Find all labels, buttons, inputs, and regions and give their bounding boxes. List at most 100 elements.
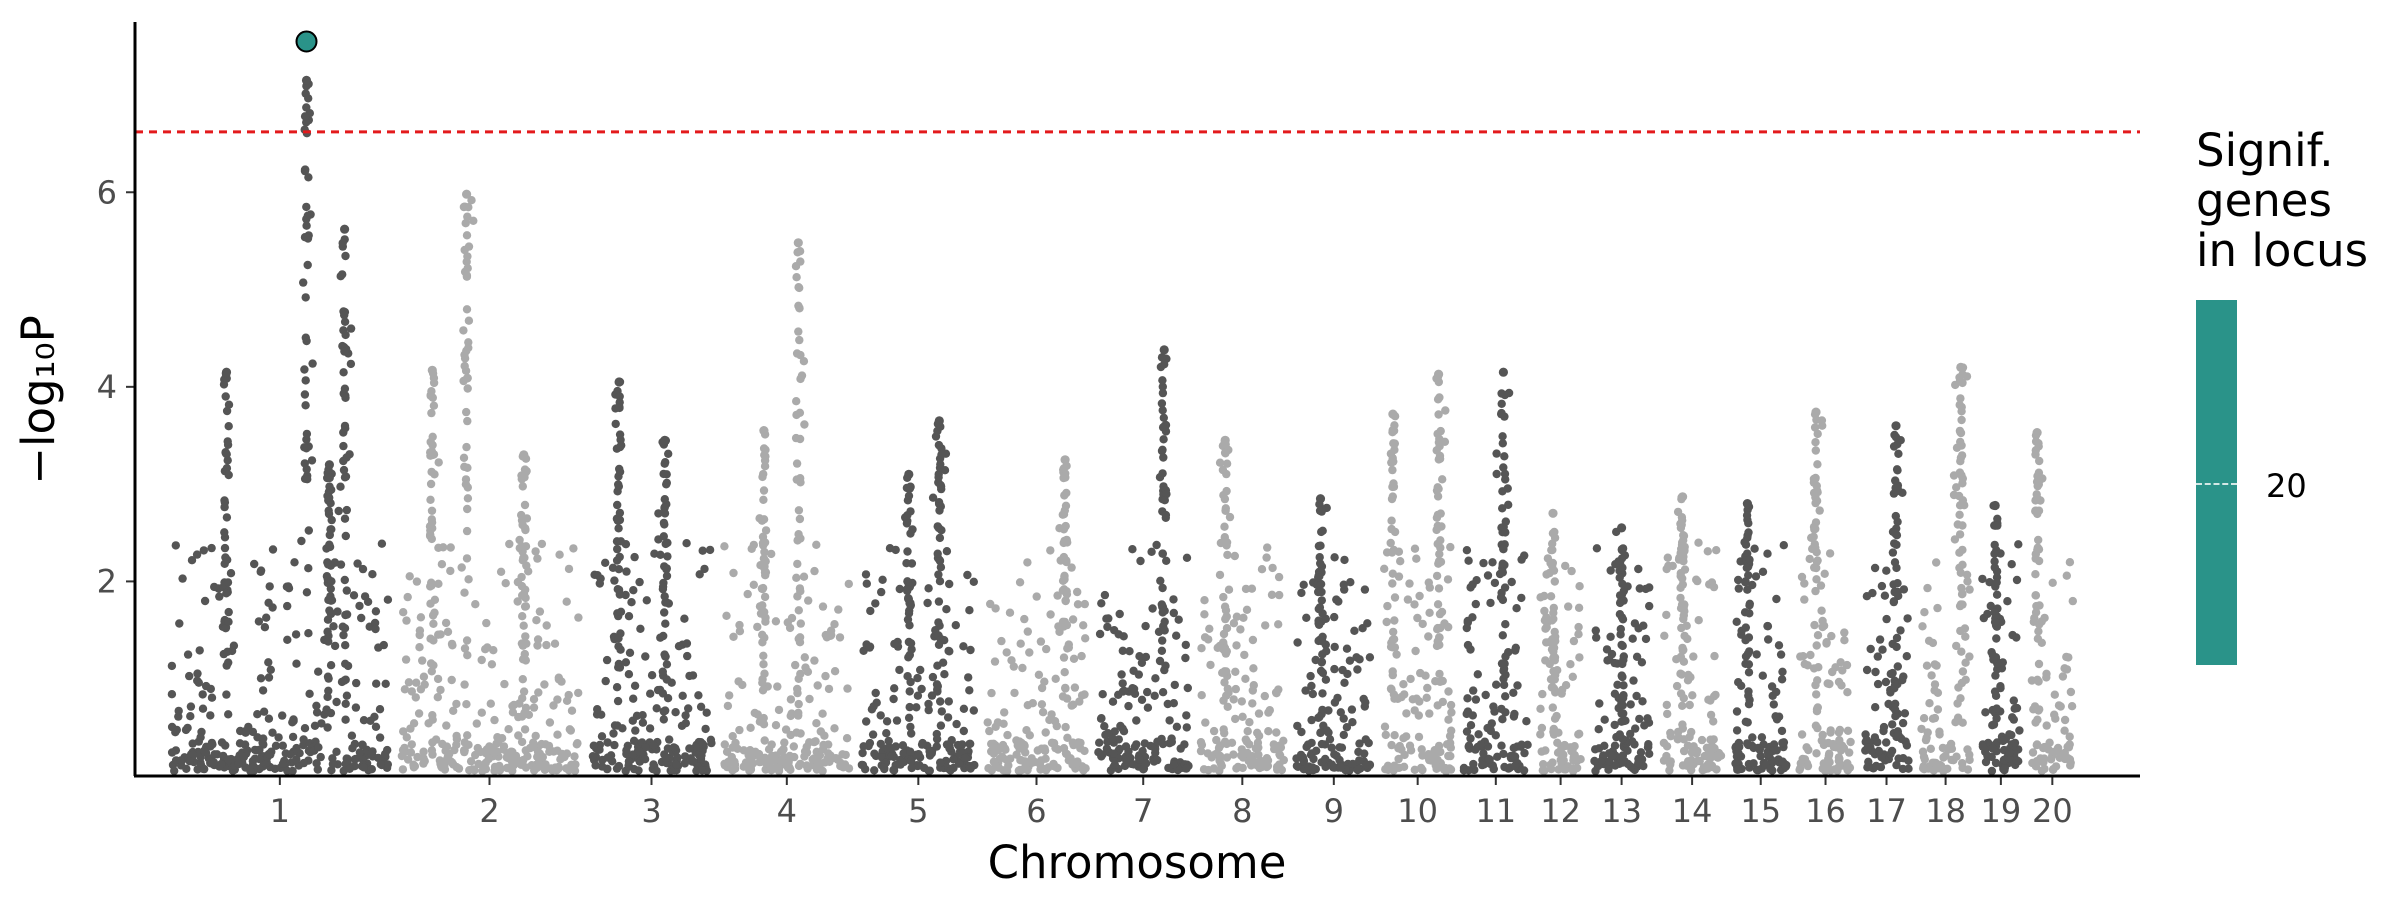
snp-point — [775, 763, 784, 772]
snp-point — [1594, 725, 1603, 734]
snp-point — [1822, 639, 1831, 648]
snp-point — [2033, 675, 2042, 684]
peak-point — [660, 435, 670, 445]
snp-point — [884, 736, 893, 746]
snp-point — [773, 682, 782, 691]
snp-point — [1680, 600, 1689, 609]
snp-point — [1797, 730, 1807, 739]
snp-point — [913, 673, 922, 683]
snp-point — [1061, 501, 1071, 510]
snp-point — [183, 650, 193, 659]
snp-point — [1200, 596, 1209, 605]
snp-point — [698, 546, 707, 555]
snp-point — [466, 757, 476, 766]
snp-point — [1389, 479, 1398, 488]
snp-point — [1036, 637, 1046, 646]
snp-point — [1547, 764, 1556, 774]
snp-point — [532, 616, 541, 625]
snp-point — [1744, 700, 1754, 709]
snp-point — [326, 661, 336, 670]
snp-point — [682, 639, 692, 648]
snp-point — [878, 575, 887, 584]
snp-point — [1215, 570, 1225, 580]
snp-point — [1182, 553, 1192, 562]
snp-point — [613, 500, 622, 510]
snp-point — [691, 742, 700, 752]
snp-point — [1063, 733, 1072, 742]
snp-point — [463, 463, 472, 472]
snp-point — [1492, 449, 1501, 458]
snp-point — [376, 760, 385, 769]
snp-point — [1956, 568, 1966, 577]
snp-point — [833, 755, 842, 764]
snp-point — [301, 333, 310, 342]
snp-point — [1663, 553, 1673, 562]
snp-point — [611, 419, 620, 429]
snp-point — [1957, 471, 1966, 480]
snp-point — [1316, 541, 1325, 550]
snp-point — [858, 748, 867, 758]
snp-point — [965, 686, 974, 695]
snp-point — [659, 469, 668, 479]
snp-point — [1161, 510, 1171, 520]
snp-point — [429, 619, 438, 628]
snp-point — [641, 652, 650, 661]
snp-point — [1866, 644, 1875, 654]
peak-point — [1811, 407, 1821, 417]
snp-point — [1993, 521, 2002, 530]
snp-point — [521, 585, 530, 594]
snp-point — [302, 214, 311, 224]
snp-point — [1935, 730, 1944, 739]
snp-point — [256, 674, 266, 683]
snp-point — [341, 251, 350, 261]
snp-point — [795, 514, 805, 524]
snp-point — [265, 582, 274, 591]
snp-point — [1353, 765, 1362, 775]
snp-point — [942, 547, 952, 556]
snp-point — [1383, 761, 1393, 770]
snp-point — [489, 646, 498, 655]
snp-point — [358, 564, 368, 574]
snp-point — [1049, 739, 1059, 748]
snp-point — [300, 724, 310, 733]
snp-point — [943, 713, 953, 722]
snp-point — [1744, 691, 1753, 700]
snp-point — [1410, 765, 1420, 774]
snp-point — [428, 393, 437, 402]
snp-point — [519, 687, 529, 696]
snp-point — [1958, 378, 1967, 388]
snp-point — [2065, 558, 2075, 567]
snp-point — [1032, 592, 1041, 601]
snp-point — [659, 532, 668, 541]
snp-point — [1399, 762, 1409, 771]
snp-point — [612, 556, 622, 565]
snp-point — [1740, 538, 1750, 547]
snp-point — [1979, 613, 1989, 623]
snp-point — [1268, 563, 1277, 573]
snp-point — [796, 374, 805, 384]
snp-point — [1741, 636, 1750, 645]
snp-point — [1592, 633, 1601, 642]
snp-point — [1930, 686, 1939, 695]
snp-point — [1825, 549, 1835, 558]
snp-point — [959, 642, 968, 651]
snp-point — [433, 674, 443, 684]
snp-point — [1709, 582, 1719, 592]
snp-point — [1763, 621, 1772, 631]
snp-point — [2037, 638, 2047, 647]
snp-point — [1389, 457, 1398, 466]
snp-point — [258, 686, 268, 695]
snp-point — [220, 496, 229, 505]
snp-point — [702, 708, 711, 717]
snp-point — [419, 747, 428, 756]
snp-point — [1711, 690, 1720, 700]
snp-point — [959, 704, 969, 713]
snp-point — [1956, 428, 1965, 437]
snp-point — [1811, 518, 1821, 527]
snp-point — [1143, 703, 1153, 712]
snp-point — [1002, 648, 1011, 657]
snp-point — [462, 526, 472, 536]
snp-point — [1110, 760, 1120, 770]
snp-point — [746, 765, 756, 774]
snp-point — [2031, 570, 2040, 579]
